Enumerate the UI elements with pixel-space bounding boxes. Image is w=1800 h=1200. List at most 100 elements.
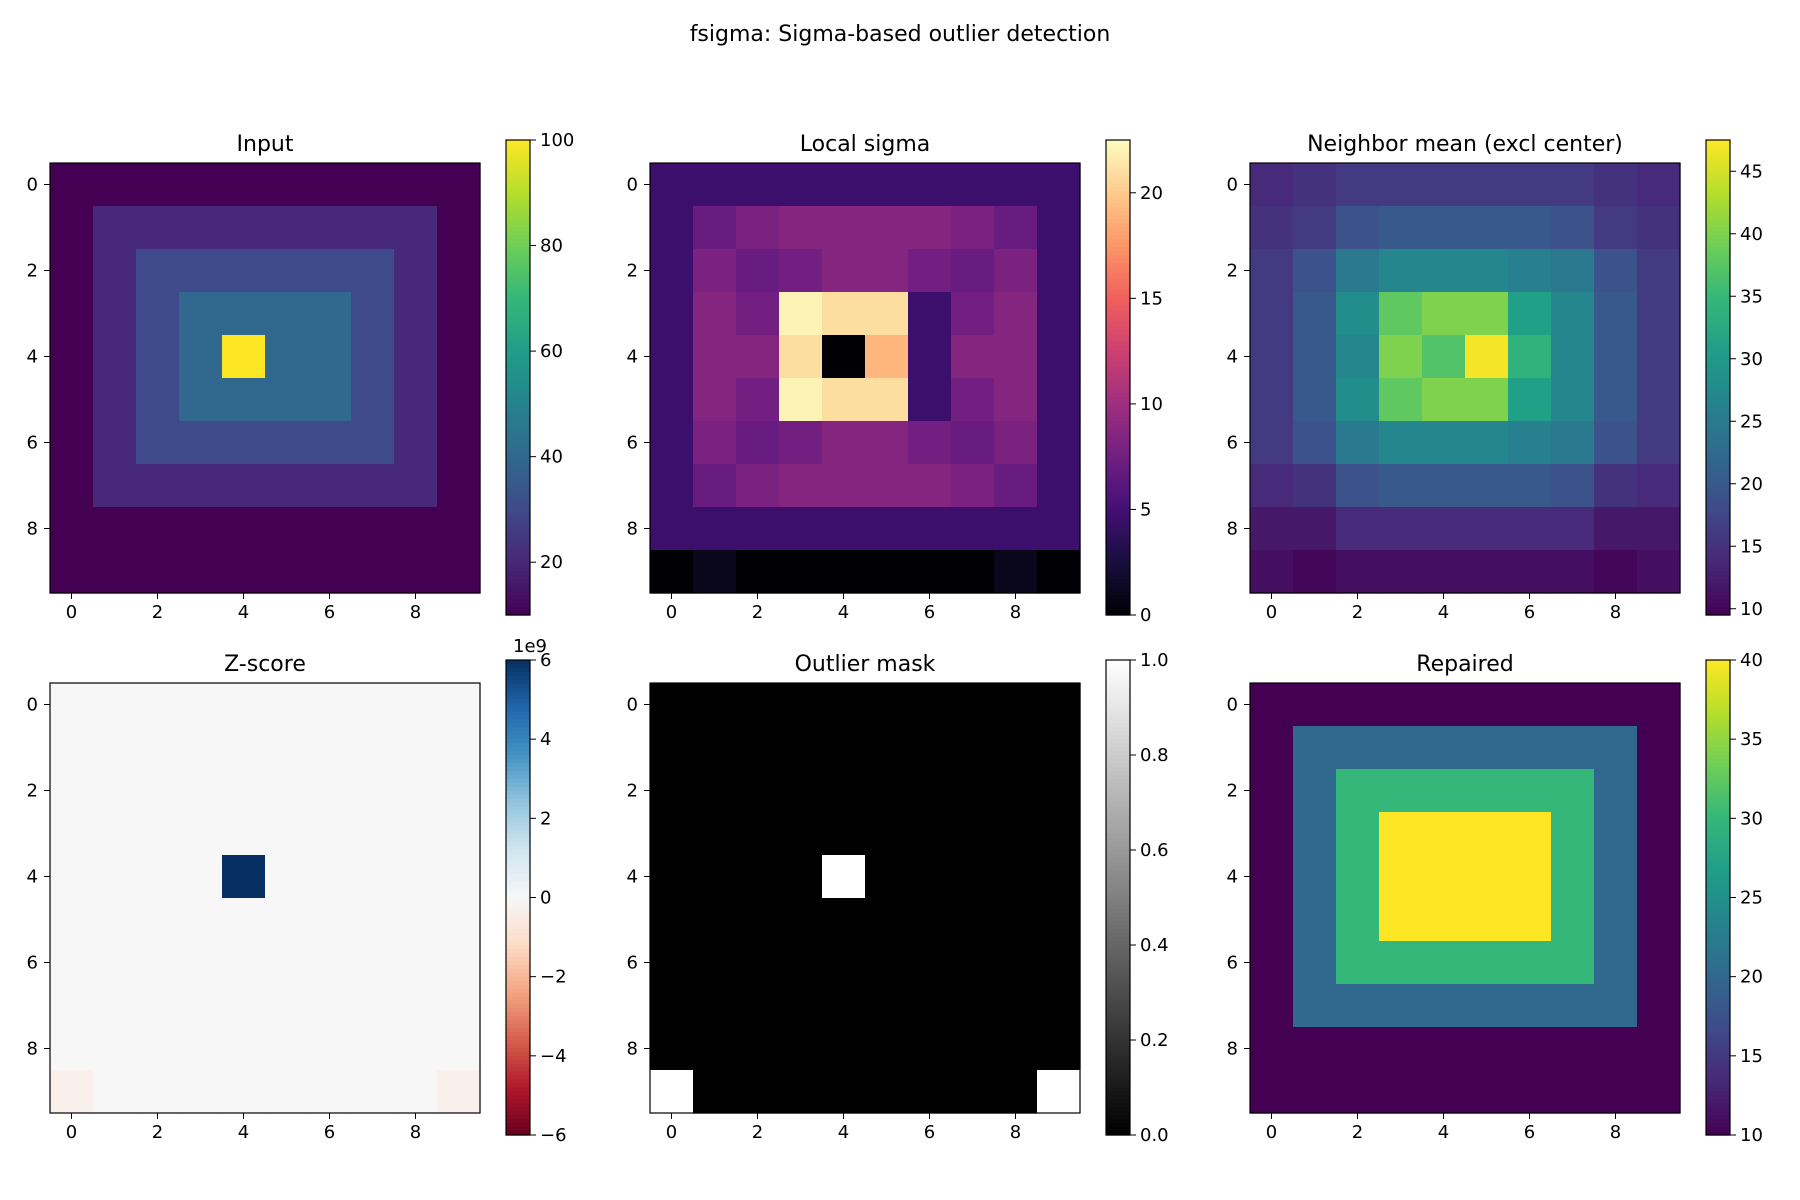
colorbar-segment xyxy=(506,660,530,665)
colorbar-segment xyxy=(1706,306,1730,311)
heatmap-cell xyxy=(1293,812,1337,856)
colorbar-segment xyxy=(506,1107,530,1112)
colorbar-segment xyxy=(1706,1123,1730,1128)
heatmap-cell xyxy=(93,464,137,508)
heatmap-cell xyxy=(779,1070,823,1114)
heatmap-cell xyxy=(179,421,223,465)
heatmap-cell xyxy=(1594,550,1638,594)
heatmap-cell xyxy=(1594,855,1638,899)
heatmap-cell xyxy=(308,683,352,727)
heatmap-cell xyxy=(736,507,780,551)
heatmap-cell xyxy=(822,292,866,336)
heatmap-cell xyxy=(93,769,137,813)
heatmap-cell xyxy=(1465,292,1509,336)
heatmap-cell xyxy=(1379,163,1423,207)
colorbar-segment xyxy=(1106,1107,1130,1112)
heatmap-cell xyxy=(1637,206,1681,250)
colorbar-segment xyxy=(1706,444,1730,450)
heatmap-cell xyxy=(1508,335,1552,379)
colorbar-segment xyxy=(1106,838,1130,843)
heatmap-cell xyxy=(1551,335,1595,379)
heatmap-cell xyxy=(437,249,481,293)
colorbar-segment xyxy=(1106,901,1130,907)
colorbar-segment xyxy=(1106,171,1130,177)
colorbar-segment xyxy=(1106,432,1130,438)
heatmap-cell xyxy=(1293,464,1337,508)
colorbar-segment xyxy=(506,790,530,796)
colorbar-segment xyxy=(506,523,530,529)
heatmap-cell xyxy=(1637,378,1681,422)
colorbar-segment xyxy=(1706,563,1730,569)
heatmap-cell xyxy=(394,206,438,250)
colorbar-segment xyxy=(506,278,530,284)
colorbar-segment xyxy=(1106,794,1130,800)
colorbar-segment xyxy=(1706,758,1730,764)
heatmap-cell xyxy=(650,163,694,207)
colorbar-segment xyxy=(1706,504,1730,509)
heatmap-cell xyxy=(1594,378,1638,422)
colorbar-segment xyxy=(506,187,530,193)
colorbar-segment xyxy=(1106,238,1130,244)
panel-6: Repaired 0 2 4 6 8 0 2 4 6 8 10 15 20 25 30 35 40 xyxy=(1227,650,1763,1146)
colorbar-segment xyxy=(506,735,530,740)
heatmap-cell xyxy=(308,898,352,942)
colorbar-segment xyxy=(1106,762,1130,768)
heatmap-cell xyxy=(351,335,395,379)
heatmap-cell xyxy=(179,812,223,856)
heatmap-cell xyxy=(1293,855,1337,899)
colorbar-segment xyxy=(506,1040,530,1045)
colorbar-segment xyxy=(1106,1103,1130,1108)
heatmap-cell xyxy=(908,1070,952,1114)
heatmap-cell xyxy=(1508,898,1552,942)
colorbar-tick-label: 30 xyxy=(1740,349,1763,370)
heatmap-cell xyxy=(1293,421,1337,465)
heatmap-cell xyxy=(1293,683,1337,727)
colorbar-segment xyxy=(506,1067,530,1073)
colorbar-segment xyxy=(1106,460,1130,466)
colorbar-segment xyxy=(506,1091,530,1097)
heatmap-cell xyxy=(1508,769,1552,813)
colorbar-segment xyxy=(1106,559,1130,565)
colorbar-segment xyxy=(1106,492,1130,497)
colorbar-segment xyxy=(1706,231,1730,236)
heatmap-cell xyxy=(865,163,909,207)
heatmap-cell xyxy=(1637,984,1681,1028)
colorbar-segment xyxy=(506,266,530,272)
y-tick-label: 6 xyxy=(1227,953,1238,974)
heatmap-cell xyxy=(1336,163,1380,207)
heatmap-cell xyxy=(1293,163,1337,207)
heatmap-cell xyxy=(50,769,94,813)
colorbar-segment xyxy=(1706,290,1730,295)
colorbar-segment xyxy=(1706,687,1730,693)
colorbar-segment xyxy=(1706,1004,1730,1009)
heatmap-cell xyxy=(1637,550,1681,594)
colorbar-segment xyxy=(506,227,530,232)
colorbar-segment xyxy=(506,242,530,248)
colorbar-segment xyxy=(1706,227,1730,232)
colorbar-segment xyxy=(1706,1012,1730,1017)
heatmap-cell xyxy=(1465,163,1509,207)
heatmap-cell xyxy=(1293,550,1337,594)
heatmap-cell xyxy=(308,550,352,594)
colorbar-segment xyxy=(506,361,530,367)
heatmap-cell xyxy=(1465,769,1509,813)
y-tick-label: 2 xyxy=(27,781,38,802)
heatmap-cell xyxy=(951,855,995,899)
colorbar-segment xyxy=(1706,964,1730,970)
colorbar-segment xyxy=(506,428,530,434)
heatmap-cell xyxy=(1336,683,1380,727)
heatmap-cell xyxy=(394,550,438,594)
colorbar-segment xyxy=(506,743,530,748)
heatmap-cell xyxy=(265,1070,309,1114)
colorbar-segment xyxy=(1106,925,1130,930)
y-tick-label: 6 xyxy=(1227,433,1238,454)
heatmap-cell xyxy=(1250,1070,1294,1114)
heatmap-cell xyxy=(136,726,180,770)
heatmap-cell xyxy=(1422,292,1466,336)
heatmap-cell xyxy=(1637,898,1681,942)
colorbar-segment xyxy=(1706,1083,1730,1089)
heatmap-cell xyxy=(1250,464,1294,508)
heatmap-cell xyxy=(179,249,223,293)
heatmap-cell xyxy=(50,726,94,770)
colorbar-segment xyxy=(506,409,530,414)
